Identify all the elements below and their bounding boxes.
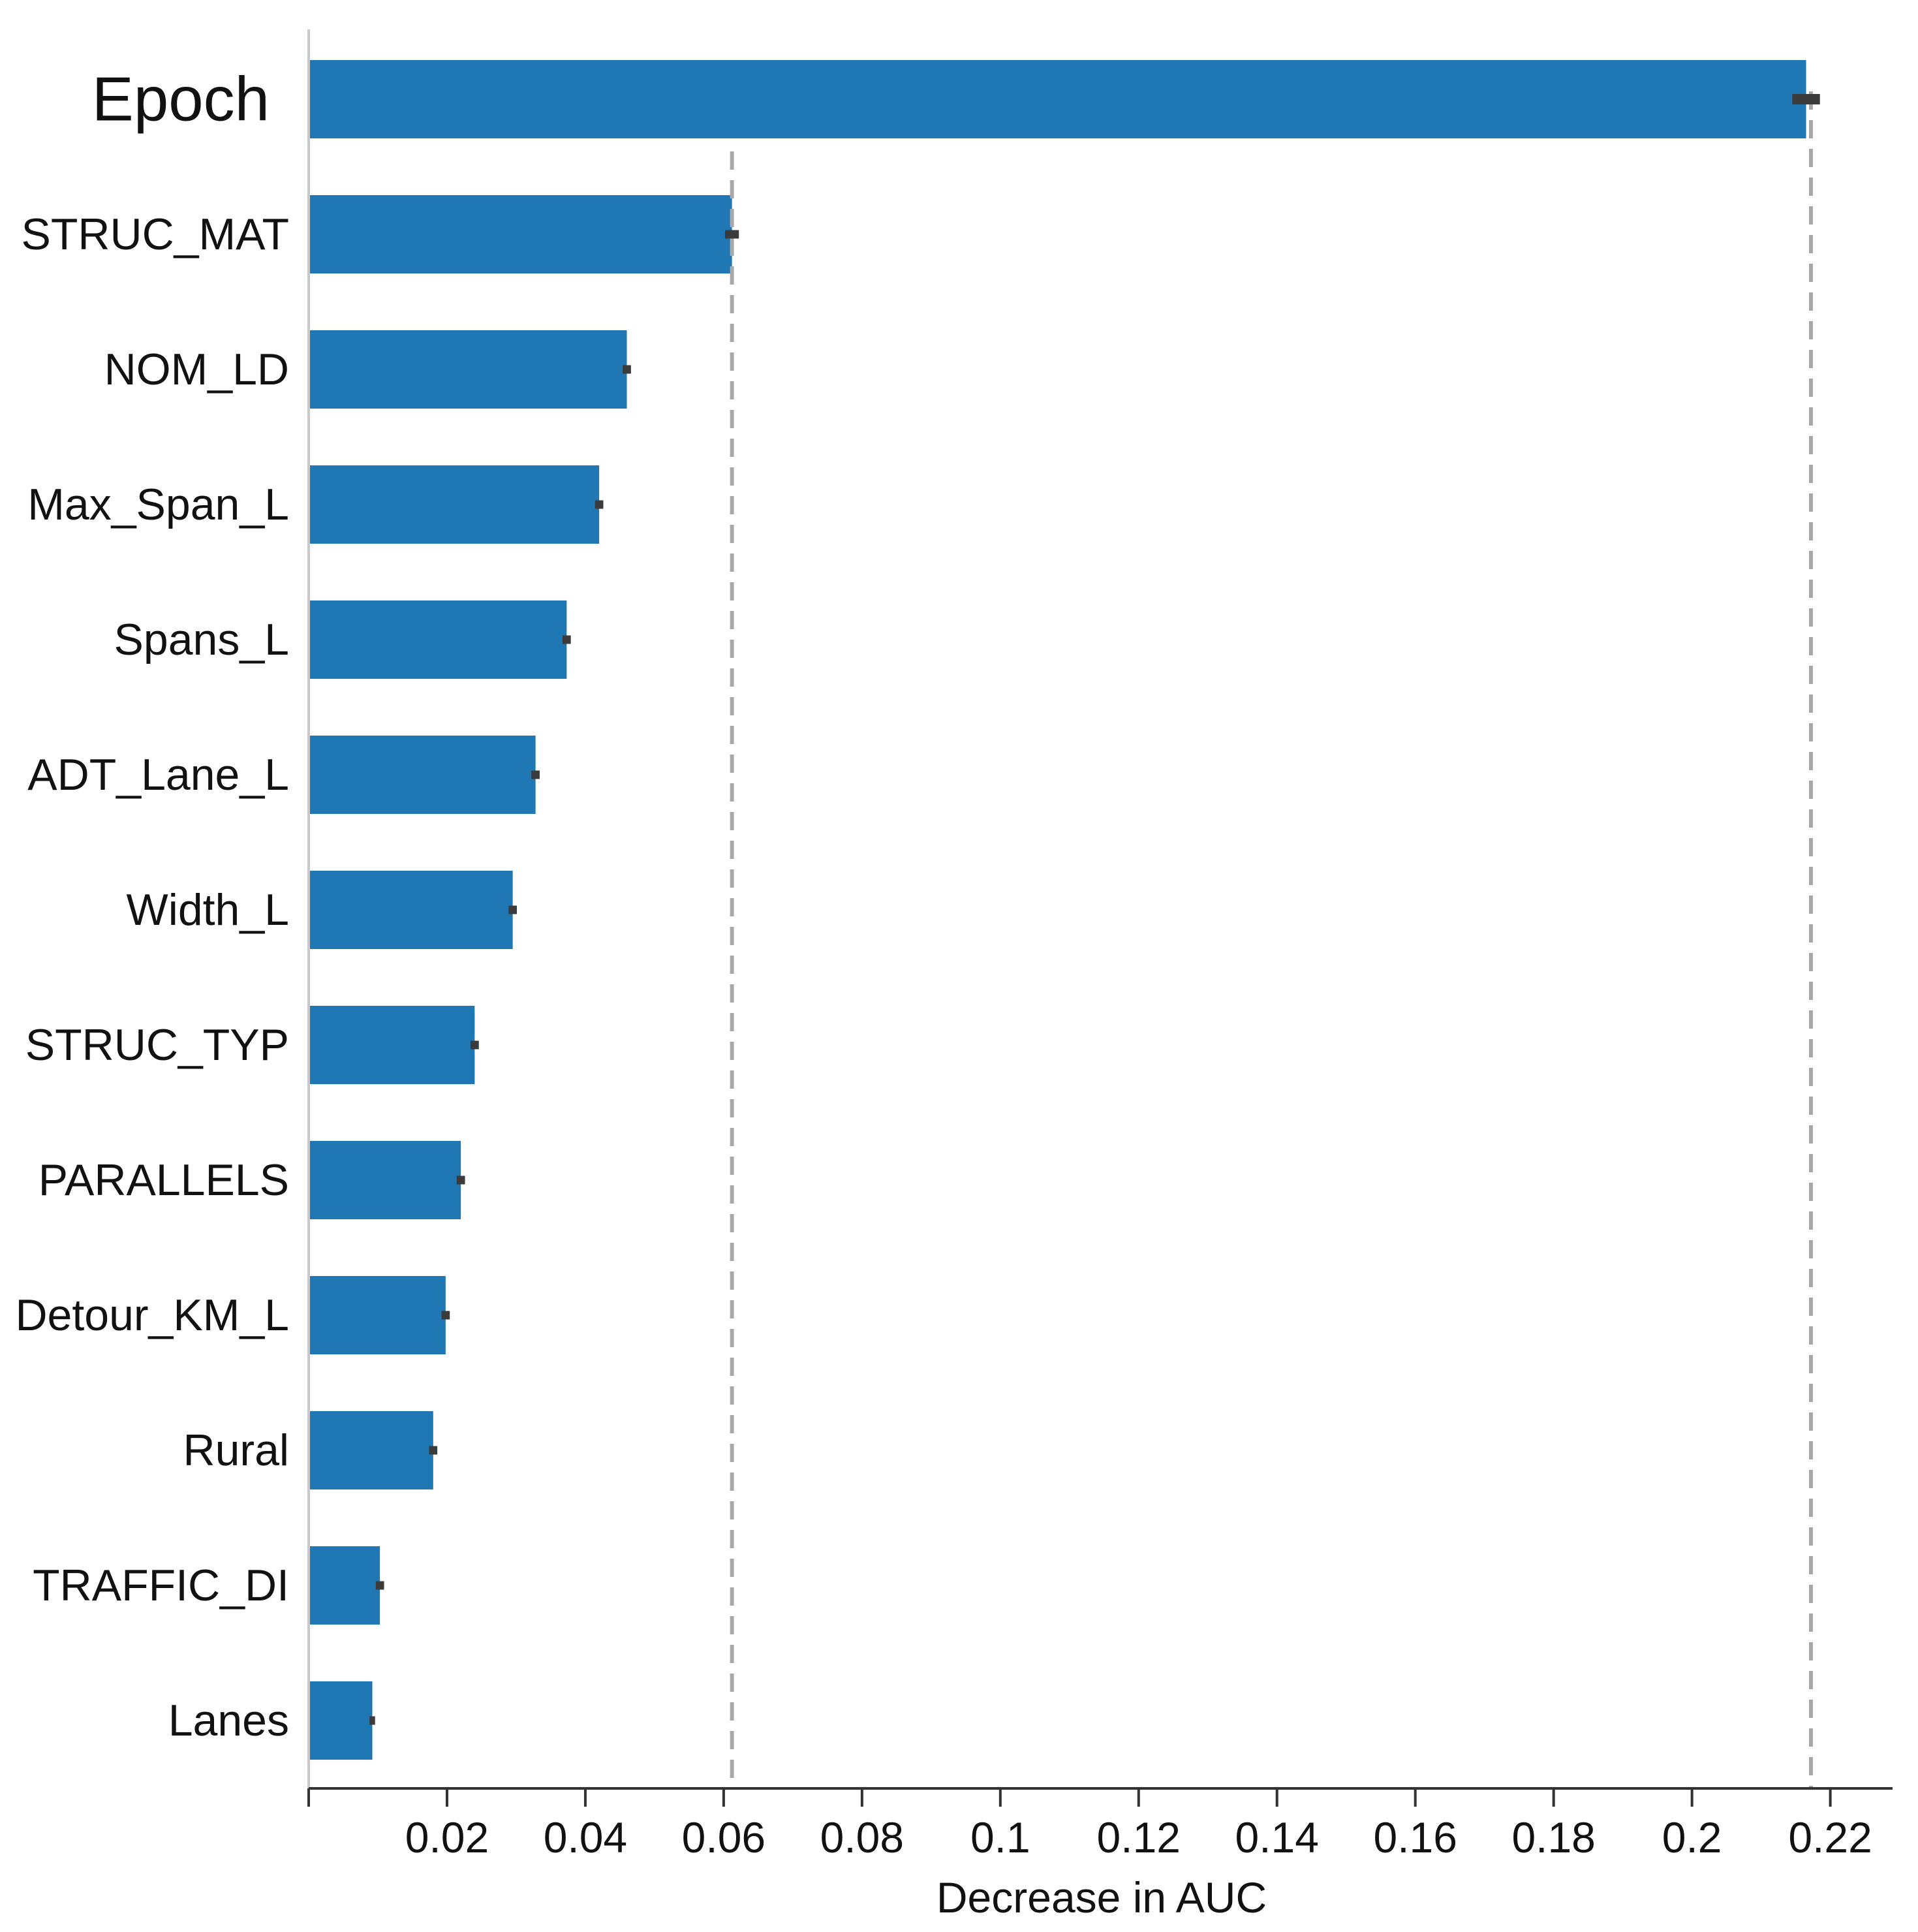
x-tick-label-1: 0.02 xyxy=(405,1813,489,1862)
bar-rural xyxy=(309,1411,433,1489)
bar-lanes xyxy=(309,1681,373,1760)
category-label-nom-ld: NOM_LD xyxy=(104,345,289,394)
category-label-max-span-l: Max_Span_L xyxy=(27,480,289,529)
category-label-spans-l: Spans_L xyxy=(114,615,289,664)
x-tick-label-5: 0.1 xyxy=(970,1813,1030,1862)
bar-detour-km-l xyxy=(309,1276,446,1354)
x-tick-label-6: 0.12 xyxy=(1097,1813,1181,1862)
error-bars-layer xyxy=(369,94,1820,1725)
x-tick-label-10: 0.2 xyxy=(1662,1813,1722,1862)
bar-parallels xyxy=(309,1141,461,1219)
category-label-parallels: PARALLELS xyxy=(39,1155,289,1205)
x-tick-label-11: 0.22 xyxy=(1788,1813,1872,1862)
category-label-epoch: Epoch xyxy=(92,65,270,134)
bar-traffic-di xyxy=(309,1546,380,1625)
category-label-adt-lane-l: ADT_Lane_L xyxy=(27,750,289,800)
x-tick-label-3: 0.06 xyxy=(682,1813,766,1862)
bar-struc-typ xyxy=(309,1006,475,1084)
bar-adt-lane-l xyxy=(309,736,536,814)
axes-layer: 0.02 0.04 0.06 0.08 0.1 0.12 0.14 0.16 0.18 0.2 0.… xyxy=(307,29,1893,1862)
x-tick-label-2: 0.04 xyxy=(544,1813,627,1862)
bar-width-l xyxy=(309,871,513,949)
category-label-lanes: Lanes xyxy=(168,1696,289,1745)
category-label-struc-typ: STRUC_TYP xyxy=(25,1020,289,1070)
reference-lines-layer xyxy=(730,91,1813,1788)
category-label-rural: Rural xyxy=(183,1426,290,1475)
category-label-traffic-di: TRAFFIC_DI xyxy=(33,1561,289,1610)
x-tick-label-4: 0.08 xyxy=(820,1813,904,1862)
bar-nom-ld xyxy=(309,330,627,409)
x-tick-label-9: 0.18 xyxy=(1511,1813,1595,1862)
x-axis-title: Decrease in AUC xyxy=(936,1873,1267,1922)
category-label-struc-mat: STRUC_MAT xyxy=(21,210,289,259)
category-labels-layer: Epoch STRUC_MAT NOM_LD Max_Span_L Spans_L ADT… xyxy=(15,65,289,1746)
category-label-width-l: Width_L xyxy=(127,885,289,935)
bar-max-span-l xyxy=(309,465,600,544)
x-tick-label-8: 0.16 xyxy=(1373,1813,1457,1862)
category-label-detour-km-l: Detour_KM_L xyxy=(15,1290,289,1340)
bars-layer xyxy=(309,60,1806,1760)
bar-spans-l xyxy=(309,600,567,679)
bar-epoch xyxy=(309,60,1806,138)
x-tick-label-7: 0.14 xyxy=(1235,1813,1319,1862)
bar-struc-mat xyxy=(309,195,732,273)
